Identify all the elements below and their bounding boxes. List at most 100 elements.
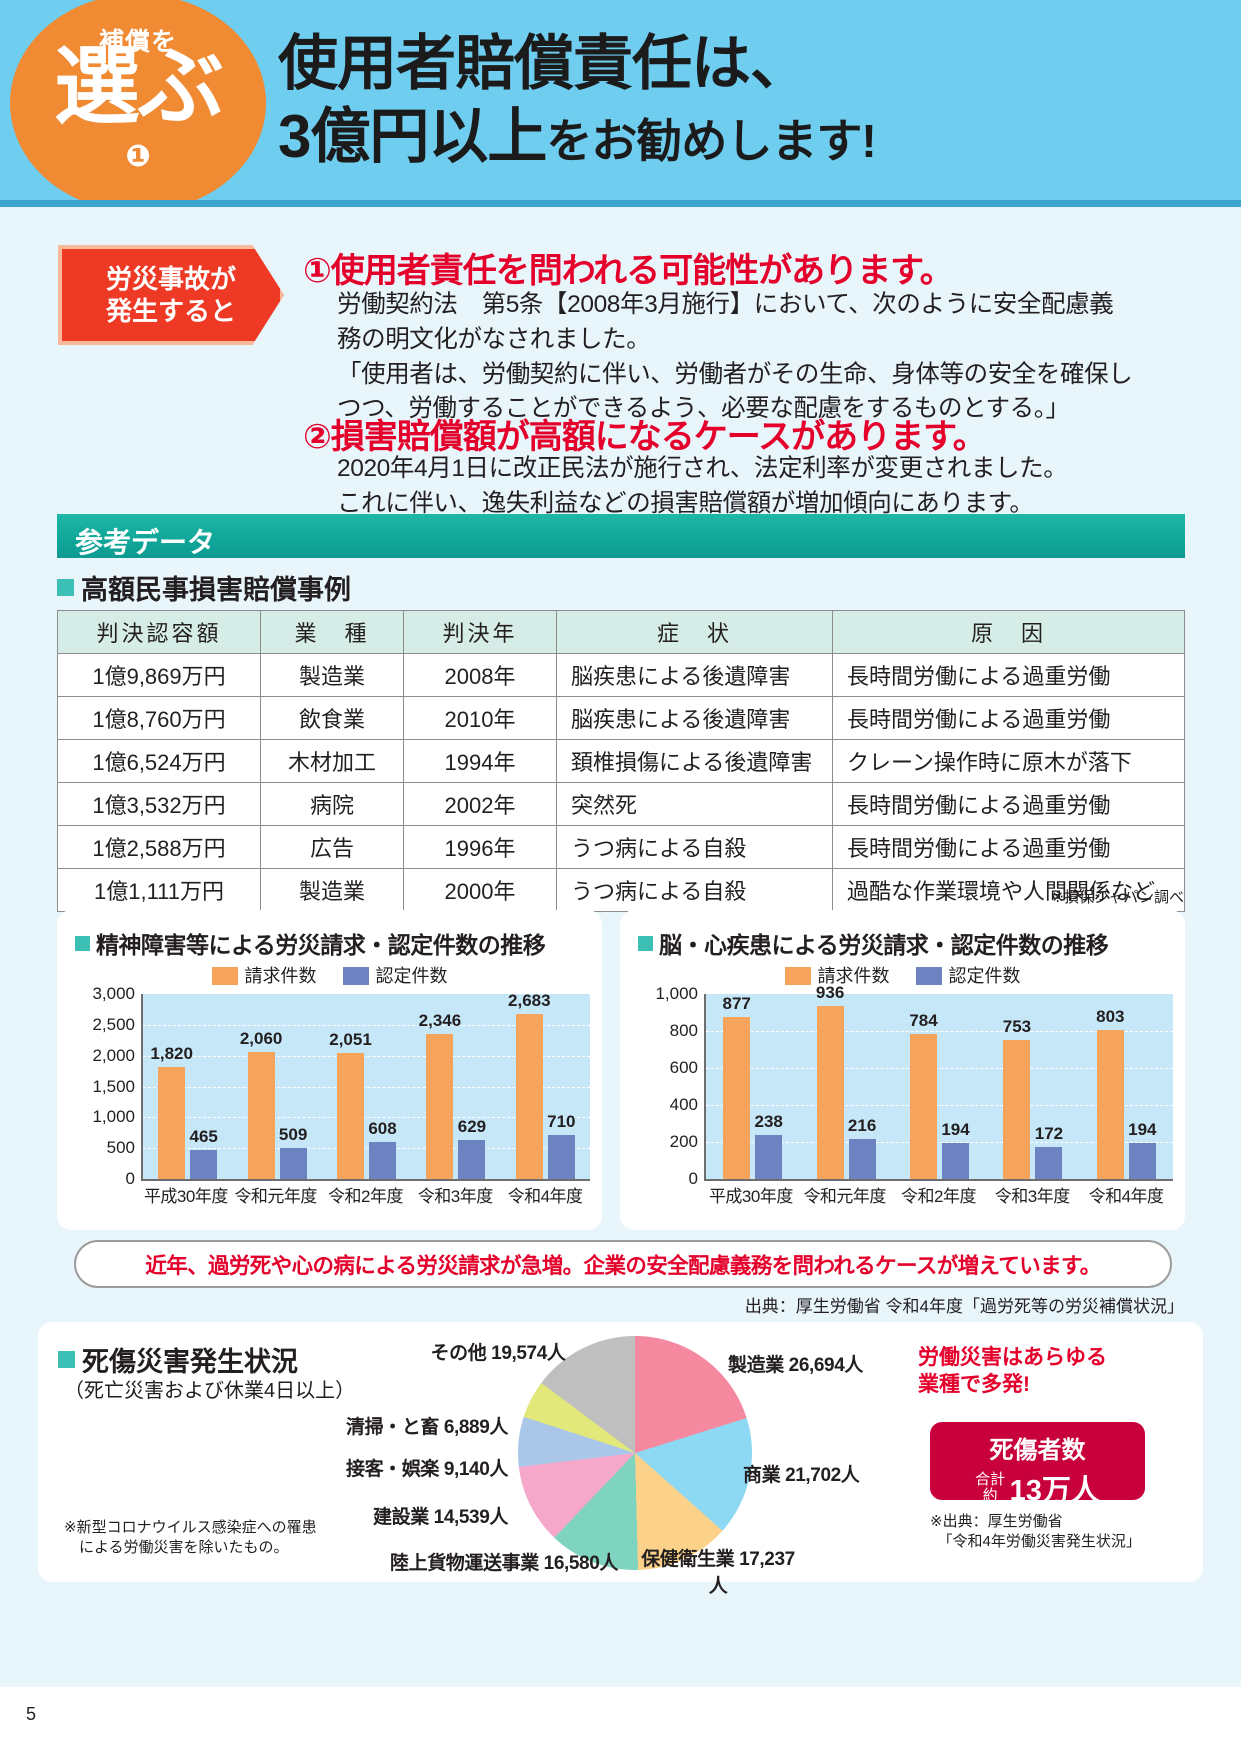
- chart-bar: 1,820: [150, 1044, 193, 1179]
- chart-bar-value: 194: [1128, 1120, 1157, 1140]
- table-cell: 飲食業: [260, 696, 404, 740]
- step-badge-main-label: 選ぶ: [54, 39, 224, 135]
- pie-slice-label: 接客・娯楽 9,140人: [345, 1459, 508, 1480]
- chart-gridline: [706, 1142, 1173, 1143]
- chart-y-tick: 1,500: [92, 1076, 135, 1096]
- table-cell: 1億6,524万円: [57, 739, 261, 783]
- legend-item-claims: 請求件数: [211, 962, 317, 988]
- chart-bar-value: 877: [722, 993, 751, 1013]
- legend-label-claims: 請求件数: [244, 966, 317, 986]
- chart-y-tick: 2,500: [92, 1014, 135, 1034]
- accident-callout-text: 労災事故が 発生すると: [106, 263, 236, 328]
- table-section-heading: 高額民事損害賠償事例: [57, 568, 351, 607]
- chart-bar: 194: [941, 1120, 970, 1179]
- chart-bar: 784: [909, 1011, 938, 1179]
- square-bullet-icon: [75, 935, 90, 951]
- chart-y-tick: 1,000: [655, 984, 698, 1003]
- table-cell: 1994年: [403, 739, 557, 783]
- chart-bar: 216: [848, 1116, 876, 1179]
- table-row: 1億9,869万円 製造業 2008年 脳疾患による後遺障害 長時間労働による過重労働: [57, 653, 1185, 697]
- legend-swatch-approved: [342, 967, 369, 985]
- damages-table: 判決認容額 業 種 判決年 症 状 原 因 1億9,869万円 製造業 2008年脳…: [57, 610, 1185, 912]
- pie-chart: [518, 1336, 752, 1570]
- chart-x-tick: 令和4年度: [1088, 1187, 1164, 1206]
- table-cell: 脳疾患による後遺障害: [556, 653, 833, 697]
- chart-y-tick: 0: [125, 1169, 135, 1188]
- square-bullet-icon: [638, 935, 653, 951]
- table-cell: 2008年: [403, 653, 557, 697]
- page-title-suffix: をお勧めします!: [546, 115, 876, 168]
- chart-y-axis-cardiac: 1,000 800 600 400 200 0: [630, 984, 698, 1188]
- chart-gridline: [143, 1148, 590, 1150]
- legend-label-approved: 認定件数: [375, 966, 448, 986]
- legend-swatch-approved: [915, 967, 942, 985]
- chart-bar-value: 629: [457, 1117, 487, 1137]
- chart-bar-value: 194: [941, 1120, 970, 1140]
- legend-item-approved: 認定件数: [915, 962, 1021, 988]
- reference-data-label: 参考データ: [75, 527, 216, 558]
- chart-x-axis-cardiac: 平成30年度 令和元年度 令和2年度 令和3年度 令和4年度: [704, 1182, 1173, 1207]
- chart-card-mental: 精神障害等による労災請求・認定件数の推移 請求件数 認定件数 3,000 2,50…: [57, 910, 602, 1230]
- chart-x-tick: 平成30年度: [708, 1187, 793, 1206]
- table-row: 1億6,524万円 木材加工 1994年 頚椎損傷による後遺障害 クレーン操作時に原木が…: [57, 739, 1185, 783]
- pie-card: 死傷災害発生状況 （死亡災害および休業4日以上） ※新型コロナウイルス感染症への…: [38, 1322, 1203, 1597]
- chart-bar: 2,346: [419, 1011, 461, 1179]
- chart-y-tick: 400: [669, 1095, 698, 1114]
- table-cell: 1996年: [403, 825, 557, 869]
- table-col-industry: 業 種: [260, 610, 404, 654]
- chart-bar-value: 2,060: [239, 1028, 283, 1048]
- chart-bar: 608: [368, 1119, 397, 1179]
- point-1-heading: ①使用者責任を問われる可能性があります。: [303, 243, 954, 292]
- chart-x-tick: 令和2年度: [328, 1187, 403, 1206]
- table-col-symptom: 症 状: [556, 610, 833, 654]
- casualty-badge-sub: 合計 約: [975, 1471, 1006, 1504]
- chart-gridline: [143, 1117, 590, 1119]
- table-cell: 製造業: [260, 653, 404, 697]
- point-2-title: 損害賠償額が高額になるケースがあります。: [330, 418, 987, 456]
- chart-bar-group: 2,346 629: [411, 994, 500, 1179]
- table-cell: 過酷な作業環境や人間関係など: [832, 868, 1185, 912]
- pie-slice-label: その他 19,574人: [430, 1343, 566, 1364]
- chart-bar-value: 1,820: [150, 1043, 193, 1063]
- accident-callout-line2: 発生すると: [105, 296, 236, 326]
- chart-bar-group: 936 216: [799, 983, 892, 1179]
- pie-slice-label: 保健衛生業 17,237人: [641, 1549, 795, 1597]
- chart-y-tick: 3,000: [92, 984, 135, 1003]
- chart-x-tick: 令和元年度: [803, 1187, 886, 1206]
- chart-x-axis-mental: 平成30年度 令和元年度 令和2年度 令和3年度 令和4年度: [141, 1182, 590, 1207]
- chart-gridline: [706, 1105, 1173, 1106]
- highlight-pill-text: 近年、過労死や心の病による労災請求が急増。企業の安全配慮義務を問われるケースが増…: [145, 1253, 1101, 1278]
- table-cell: うつ病による自殺: [556, 825, 833, 869]
- charts-source-note: 出典：厚生労働省 令和4年度「過労死等の労災補償状況」: [744, 1297, 1184, 1316]
- table-footnote: ※損保ジャパン調べ: [1051, 889, 1184, 906]
- chart-bar: 172: [1035, 1124, 1063, 1179]
- casualty-badge: 死傷者数 合計 約 13万人: [930, 1422, 1145, 1507]
- chart-x-tick: 令和元年度: [234, 1187, 317, 1206]
- casualty-badge-title: 死傷者数: [989, 1437, 1086, 1464]
- table-cell: 頚椎損傷による後遺障害: [556, 739, 833, 783]
- pie-source-note: ※出典：厚生労働省 「令和4年労働災害発生状況」: [930, 1513, 1141, 1551]
- chart-bar-value: 509: [278, 1124, 308, 1144]
- chart-bar-value: 2,051: [329, 1029, 372, 1049]
- chart-title-mental: 精神障害等による労災請求・認定件数の推移: [75, 926, 546, 960]
- point-1-marker: ①: [303, 252, 332, 290]
- table-cell: 1億1,111万円: [57, 868, 261, 912]
- table-row: 1億8,760万円 飲食業 2010年 脳疾患による後遺障害 長時間労働による過重労働: [57, 696, 1185, 740]
- chart-gridline: [143, 1024, 590, 1026]
- chart-bar-group: 2,683 710: [501, 991, 590, 1179]
- point-2-heading: ②損害賠償額が高額になるケースがあります。: [303, 409, 987, 458]
- chart-bar-group: 753 172: [986, 994, 1079, 1179]
- chart-bar-group: 803 194: [1080, 994, 1173, 1179]
- table-section-heading-label: 高額民事損害賠償事例: [81, 575, 351, 605]
- reference-data-banner: 参考データ: [57, 514, 1185, 558]
- table-cell: うつ病による自殺: [556, 868, 833, 912]
- page-title-line1: 使用者賠償責任は、: [278, 30, 810, 97]
- chart-bar-value: 784: [909, 1010, 938, 1030]
- table-col-cause: 原 因: [832, 610, 1185, 654]
- table-row: 1億3,532万円 病院 2002年 突然死 長時間労働による過重労働: [57, 782, 1185, 826]
- chart-plot-mental: 1,820 465 2,060 509 2,051 608 2,346 629 2,683 710: [141, 991, 590, 1181]
- pie-right-note: 労働災害はあらゆる 業種で多発!: [918, 1346, 1107, 1397]
- accident-callout: 労災事故が 発生すると: [58, 245, 284, 345]
- casualty-badge-value: 13万人: [1009, 1475, 1100, 1507]
- step-badge: 補償を 選ぶ ❶: [10, 0, 266, 212]
